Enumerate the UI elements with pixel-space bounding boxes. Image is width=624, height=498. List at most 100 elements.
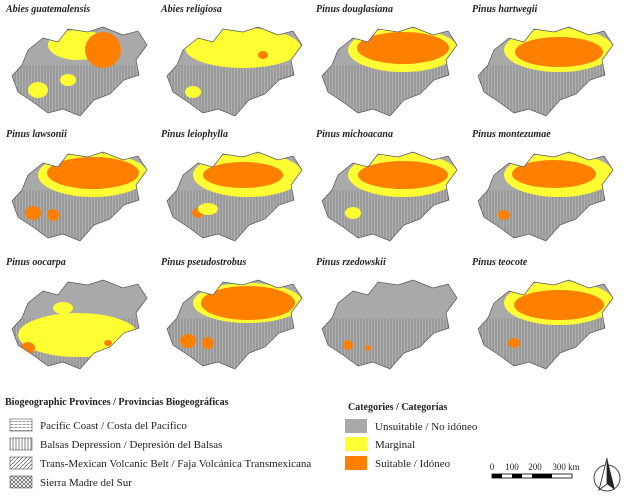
legend-item: Marginal bbox=[375, 439, 415, 451]
map-title: Pinus leiophylla bbox=[161, 129, 228, 140]
map-title: Pinus hartwegii bbox=[472, 4, 538, 15]
map bbox=[11, 151, 148, 242]
map-layers bbox=[167, 283, 302, 369]
map-title: Pinus pseudostrobus bbox=[161, 257, 246, 268]
legend-swatch bbox=[345, 456, 367, 470]
scale-label: 300 km bbox=[552, 462, 579, 472]
hatch-region bbox=[12, 190, 147, 241]
suitability-area bbox=[104, 340, 112, 346]
suitability-area bbox=[258, 51, 268, 59]
map bbox=[321, 26, 458, 117]
suitability-area bbox=[343, 340, 353, 350]
legend-swatch bbox=[345, 437, 367, 451]
suitability-area bbox=[345, 207, 361, 219]
map-title: Pinus montezumae bbox=[472, 129, 551, 140]
hatch-region bbox=[478, 190, 613, 241]
map-panel: Pinus teocote bbox=[472, 257, 614, 370]
map-title: Pinus oocarpa bbox=[6, 257, 66, 268]
scale-bar: 0 100 200 300 km bbox=[490, 462, 580, 479]
hatch-region bbox=[322, 65, 457, 116]
suitability-area bbox=[28, 82, 48, 98]
scale-label: 0 bbox=[490, 462, 495, 472]
map-title: Pinus michoacana bbox=[316, 129, 393, 140]
legend-title: Biogeographic Provinces / Provincias Bio… bbox=[5, 397, 229, 408]
suitability-area bbox=[25, 206, 41, 220]
map-layers bbox=[322, 318, 457, 369]
suitability-area bbox=[357, 32, 449, 64]
map-title: Pinus lawsonii bbox=[6, 129, 67, 140]
map bbox=[321, 151, 458, 242]
suitability-area bbox=[512, 160, 596, 188]
map-panel: Pinus michoacana bbox=[316, 129, 458, 242]
map bbox=[477, 279, 614, 370]
suitability-area bbox=[365, 345, 371, 351]
map bbox=[11, 26, 148, 117]
map-title: Pinus rzedowskii bbox=[316, 257, 386, 268]
map-panel: Pinus lawsonii bbox=[6, 129, 148, 242]
hatch-region bbox=[478, 65, 613, 116]
legend-swatch bbox=[9, 437, 33, 451]
map-title: Pinus teocote bbox=[472, 257, 528, 268]
map-grid: Abies guatemalensis Abies religiosa Pinus … bbox=[5, 4, 614, 370]
map-layers bbox=[478, 281, 613, 369]
scale-label: 100 bbox=[505, 462, 519, 472]
map-panel: Pinus montezumae bbox=[472, 129, 614, 242]
map-panel: Pinus rzedowskii bbox=[316, 257, 458, 370]
map-layers bbox=[167, 28, 302, 116]
legend-item: Sierra Madre del Sur bbox=[40, 477, 132, 489]
suitability-area bbox=[203, 162, 283, 188]
legend-item: Balsas Depression / Depresión del Balsas bbox=[40, 439, 222, 451]
map bbox=[166, 26, 303, 117]
map-title: Pinus douglasiana bbox=[316, 4, 393, 15]
map bbox=[166, 151, 303, 242]
legend-title: Categories / Categorías bbox=[348, 402, 448, 413]
map-panel: Pinus hartwegii bbox=[472, 4, 614, 117]
map-panel: Pinus oocarpa bbox=[6, 257, 148, 370]
map-layers bbox=[478, 153, 613, 241]
legend-item: Pacific Coast / Costa del Pacífico bbox=[40, 420, 187, 432]
map-panel: Pinus leiophylla bbox=[161, 129, 303, 242]
suitability-area bbox=[60, 74, 76, 86]
suitability-area bbox=[508, 338, 520, 348]
map-title: Abies religiosa bbox=[160, 4, 222, 15]
map-panel: Abies guatemalensis bbox=[5, 4, 148, 117]
suitability-area bbox=[185, 86, 201, 98]
suitability-area bbox=[498, 210, 510, 220]
suitability-area bbox=[18, 313, 138, 357]
suitability-area bbox=[53, 302, 73, 314]
legend-swatch bbox=[345, 419, 367, 433]
map bbox=[11, 279, 148, 370]
map-layers bbox=[478, 28, 613, 116]
legend-item: Trans-Mexican Volcanic Belt / Faja Volcá… bbox=[40, 458, 311, 470]
hatch-region bbox=[167, 190, 302, 241]
map-panel: Pinus douglasiana bbox=[316, 4, 458, 117]
hatch-region bbox=[12, 65, 147, 116]
north-arrow bbox=[593, 457, 621, 492]
map bbox=[477, 151, 614, 242]
map-layers bbox=[167, 153, 302, 241]
map-panel: Abies religiosa bbox=[160, 4, 303, 117]
map-layers bbox=[322, 153, 457, 241]
hatch-region bbox=[167, 65, 302, 116]
legend-item: Unsuitable / No idóneo bbox=[375, 421, 478, 433]
suitability-area bbox=[515, 37, 603, 67]
map-panel: Pinus pseudostrobus bbox=[161, 257, 303, 370]
map bbox=[166, 279, 303, 370]
suitability-area bbox=[202, 337, 214, 349]
map-layers bbox=[12, 153, 147, 241]
suitability-area bbox=[201, 286, 295, 320]
map-title: Abies guatemalensis bbox=[5, 4, 90, 15]
suitability-area bbox=[47, 209, 59, 221]
suitability-area bbox=[85, 32, 121, 68]
suitability-area bbox=[198, 203, 218, 215]
legend-swatch bbox=[9, 475, 33, 489]
hatch-region bbox=[322, 190, 457, 241]
map bbox=[321, 279, 458, 370]
suitability-area bbox=[185, 28, 301, 68]
suitability-area bbox=[358, 161, 448, 189]
legend-item: Suitable / Idóneo bbox=[375, 458, 451, 470]
legend-swatch bbox=[9, 456, 33, 470]
map bbox=[477, 26, 614, 117]
hatch-region bbox=[478, 318, 613, 369]
